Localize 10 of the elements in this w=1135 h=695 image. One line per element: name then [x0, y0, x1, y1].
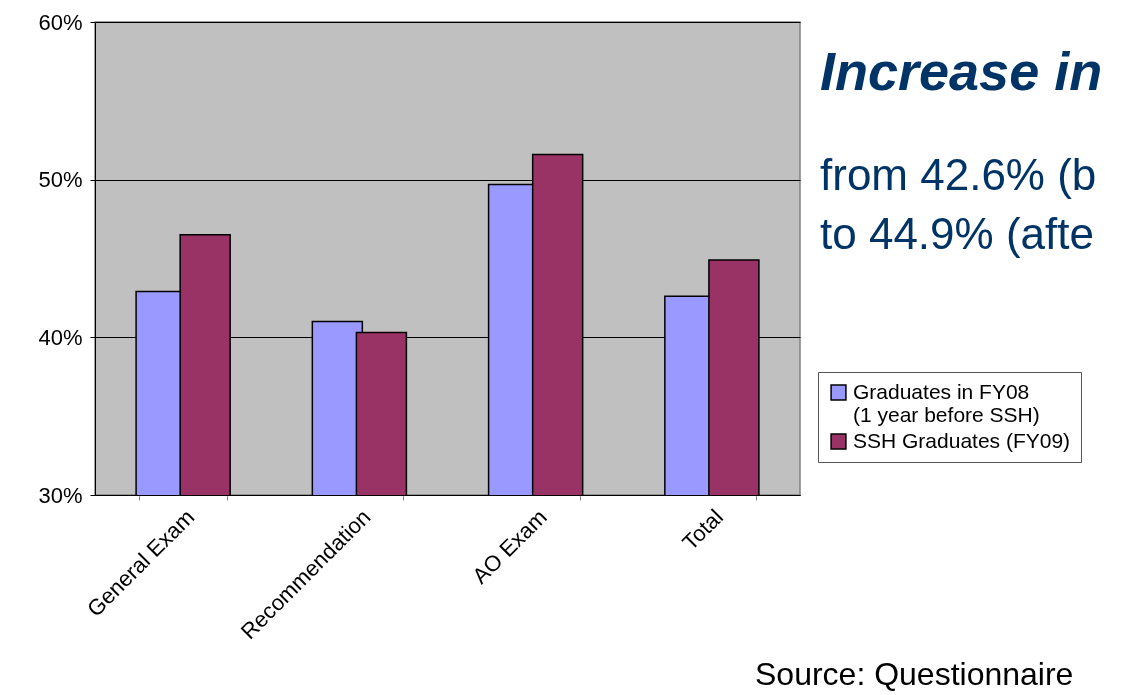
legend-label: SSH Graduates (FY09): [853, 428, 1071, 452]
y-tick-label: 60%: [38, 9, 83, 35]
text: Increase in: [820, 41, 1103, 101]
source-note: Source: Questionnaire: [755, 656, 1074, 692]
text: to 44.9% (afte: [820, 209, 1094, 258]
y-tick-label: 40%: [38, 324, 83, 350]
text: from 42.6% (b: [820, 150, 1097, 199]
y-tick-label: 50%: [38, 167, 83, 193]
legend-label: Graduates in FY08 (1 year before SSH): [853, 379, 1040, 426]
y-tick-label: 30%: [38, 482, 83, 508]
